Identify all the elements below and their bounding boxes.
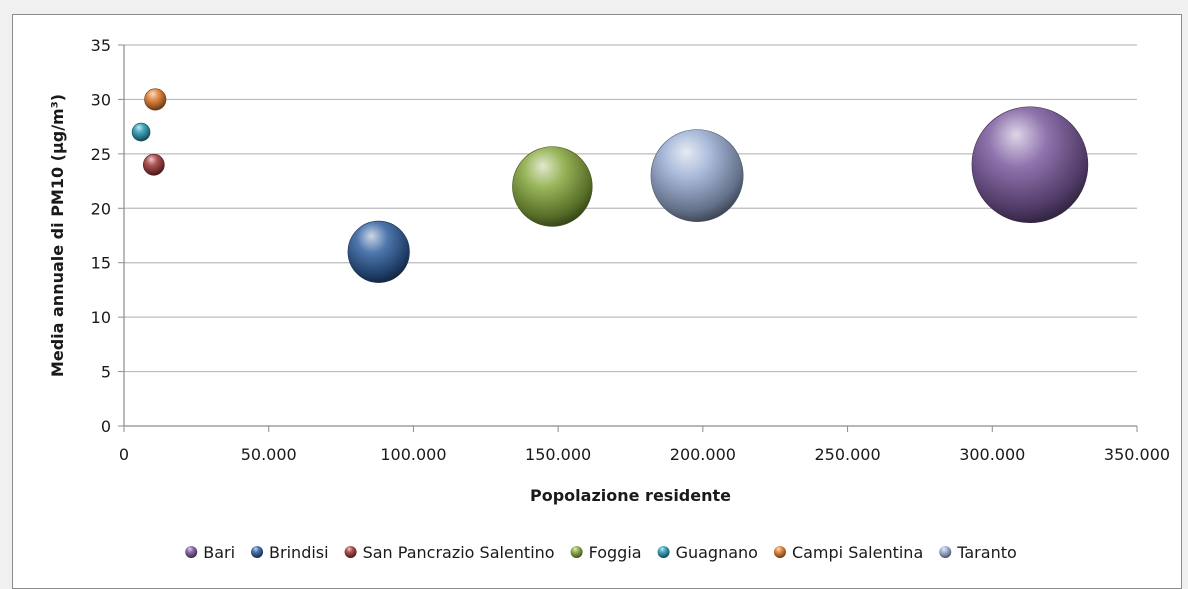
legend-item-brindisi: Brindisi <box>251 543 329 562</box>
legend-label: Bari <box>203 543 235 562</box>
legend-label: Guagnano <box>676 543 758 562</box>
y-tick-label: 5 <box>101 363 111 382</box>
legend-item-foggia: Foggia <box>570 543 642 562</box>
y-tick-label: 20 <box>91 199 111 218</box>
legend-marker <box>344 546 357 558</box>
bubble-campi-salentina <box>144 88 167 111</box>
y-tick-label: 10 <box>91 308 111 327</box>
tick-labels: 0 5 10 15 20 25 30 35 0 50.000 100.000 150.000 200.0… <box>91 36 1170 464</box>
legend-marker <box>657 546 670 558</box>
legend-item-bari: Bari <box>185 543 235 562</box>
legend-marker <box>185 546 198 558</box>
chart-frame: 0 5 10 15 20 25 30 35 0 50.000 100.000 150.000 200.0… <box>12 14 1182 589</box>
legend-label: Taranto <box>956 543 1017 562</box>
legend-marker <box>570 546 583 558</box>
legend-label: Brindisi <box>269 543 329 562</box>
axes <box>118 44 1138 432</box>
x-tick-label: 300.000 <box>959 445 1025 464</box>
legend-item-taranto: Taranto <box>939 543 1017 562</box>
legend-item-san-pancrazio-salentino: San Pancrazio Salentino <box>344 543 555 562</box>
bubble-chart: 0 5 10 15 20 25 30 35 0 50.000 100.000 150.000 200.0… <box>48 36 1170 562</box>
legend-item-guagnano: Guagnano <box>657 543 758 562</box>
bubble-taranto <box>650 129 744 223</box>
y-tick-label: 25 <box>91 145 111 164</box>
x-tick-label: 50.000 <box>241 445 297 464</box>
legend-marker <box>251 546 264 558</box>
bubble-bari <box>971 106 1089 224</box>
x-tick-label: 0 <box>119 445 129 464</box>
x-axis-title: Popolazione residente <box>530 486 731 505</box>
legend-label: Campi Salentina <box>792 543 923 562</box>
legend-item-campi-salentina: Campi Salentina <box>773 543 923 562</box>
bubble-foggia <box>512 146 593 227</box>
bubble-san-pancrazio-salentino <box>142 153 165 176</box>
legend-marker <box>939 546 952 558</box>
bubbles <box>131 88 1089 283</box>
x-tick-label: 150.000 <box>525 445 591 464</box>
legend-label: Foggia <box>589 543 642 562</box>
legend-label: San Pancrazio Salentino <box>363 543 555 562</box>
bubble-brindisi <box>347 220 410 283</box>
y-tick-label: 0 <box>101 417 111 436</box>
y-tick-label: 15 <box>91 254 111 273</box>
x-tick-label: 200.000 <box>670 445 736 464</box>
y-tick-label: 30 <box>91 90 111 109</box>
gridlines <box>124 44 1137 373</box>
y-tick-label: 35 <box>91 36 111 55</box>
x-tick-label: 100.000 <box>380 445 446 464</box>
x-tick-label: 350.000 <box>1104 445 1170 464</box>
y-axis-title: Media annuale di PM10 (µg/m³) <box>48 94 67 377</box>
legend-marker <box>773 546 786 558</box>
bubble-guagnano <box>131 122 151 142</box>
legend: Bari Brindisi San Pancrazio Salentino Foggi… <box>185 543 1017 562</box>
x-tick-label: 250.000 <box>814 445 880 464</box>
